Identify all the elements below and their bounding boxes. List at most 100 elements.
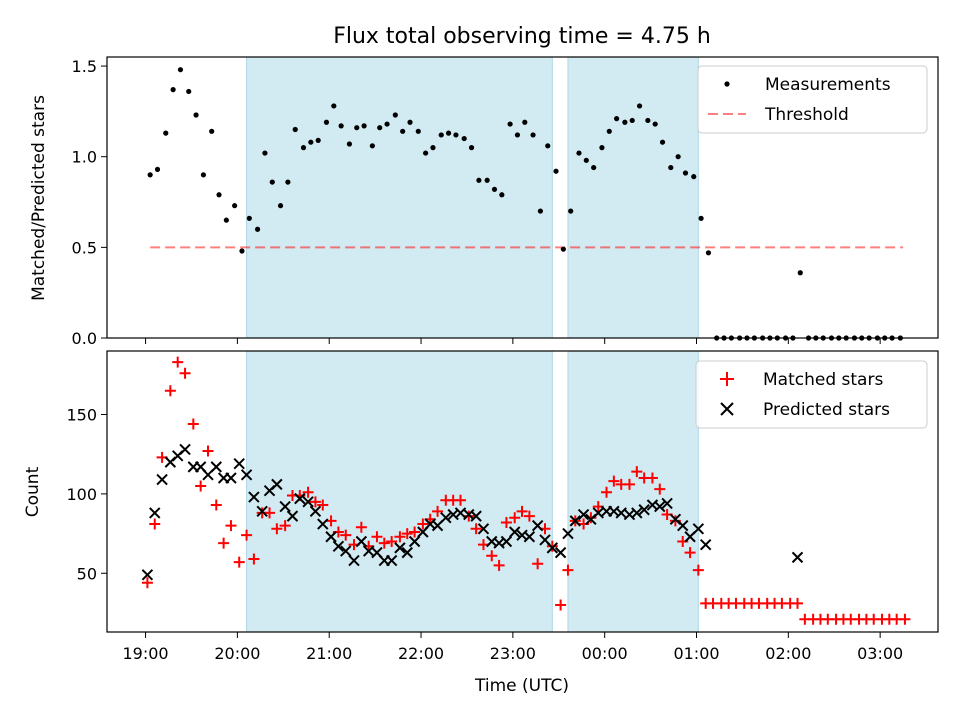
measurement-point <box>323 119 330 125</box>
predicted-star-point <box>156 473 168 486</box>
predicted-star-point <box>546 542 559 554</box>
shaded-interval-1 <box>567 350 699 633</box>
matched-star-point <box>631 466 643 478</box>
measurement-point <box>377 125 383 131</box>
measurement-point <box>209 128 215 134</box>
matched-star-point <box>546 540 558 552</box>
matched-star-point <box>264 507 276 519</box>
measurement-point <box>262 150 268 156</box>
bottom-y-tick-label: 150 <box>66 406 97 425</box>
matched-star-point <box>646 472 658 484</box>
predicted-stars-points <box>141 443 804 581</box>
matched-star-point <box>623 478 635 490</box>
measurement-point <box>438 132 444 138</box>
matched-star-point <box>654 483 666 495</box>
matched-star-point <box>202 445 214 457</box>
matched-star-point <box>463 510 475 522</box>
bottom-panel: 50 100 150 19:00 20:00 21:00 22:00 23:00 00:00 0… <box>23 350 939 696</box>
matched-star-point <box>371 531 383 543</box>
matched-star-point <box>187 418 199 430</box>
measurement-point <box>629 117 635 124</box>
measurement-point <box>698 215 704 221</box>
measurement-point <box>622 119 628 125</box>
measurement-point <box>659 139 666 145</box>
measurement-point <box>652 121 658 127</box>
predicted-star-point <box>408 535 421 548</box>
matched-star-point <box>225 520 237 532</box>
matched-star-point <box>386 536 398 548</box>
bottom-y-ticks: 50 100 150 <box>66 406 107 583</box>
predicted-star-point <box>279 500 291 513</box>
measurement-point <box>223 217 229 223</box>
matched-star-point <box>325 515 337 527</box>
matched-star-point <box>309 496 321 508</box>
measurement-point <box>331 103 337 109</box>
measurement-point <box>285 179 291 185</box>
predicted-star-point <box>631 507 643 519</box>
measurement-point <box>154 166 161 172</box>
measurement-point <box>163 130 169 136</box>
predicted-star-point <box>294 492 306 505</box>
measurement-point <box>705 250 712 256</box>
matched-star-point <box>179 367 191 379</box>
predicted-star-point <box>248 491 260 503</box>
matched-star-point <box>141 577 153 589</box>
predicted-star-point <box>286 510 299 522</box>
measurement-point <box>468 145 475 151</box>
matched-star-point <box>164 385 176 397</box>
matched-star-point <box>271 523 283 535</box>
measurement-point <box>423 150 429 156</box>
shaded-interval-0 <box>246 56 553 339</box>
measurement-point <box>461 135 467 142</box>
matched-star-point <box>899 613 911 625</box>
top-y-tick-label: 1.0 <box>72 148 97 167</box>
predicted-star-point <box>240 469 253 481</box>
matched-star-point <box>378 537 390 549</box>
predicted-star-point <box>569 515 582 527</box>
predicted-star-point <box>332 540 345 552</box>
measurement-point <box>445 130 452 136</box>
measurement-point <box>484 177 490 183</box>
matched-star-point <box>172 356 184 368</box>
matched-star-point <box>562 564 574 576</box>
predicted-star-point <box>470 510 482 522</box>
matched-star-point <box>248 553 260 565</box>
legend-measurements-label: Measurements <box>765 75 891 95</box>
matched-star-point <box>417 518 429 530</box>
bottom-legend-box <box>695 360 928 429</box>
matched-star-point <box>409 526 421 538</box>
matched-star-point <box>355 521 367 533</box>
measurement-point <box>216 192 222 198</box>
matched-star-point <box>218 537 230 549</box>
matched-star-point <box>555 599 567 611</box>
measurement-point <box>177 67 184 73</box>
bottom-axes-frame <box>106 350 939 633</box>
predicted-star-point <box>692 523 705 535</box>
chart-title: Flux total observing time = 4.75 h <box>333 24 711 49</box>
matched-star-point <box>195 480 207 492</box>
measurement-point <box>797 270 803 276</box>
measurement-point <box>537 208 544 214</box>
matched-star-point <box>149 518 161 530</box>
matched-star-point <box>210 499 222 511</box>
predicted-star-point <box>401 546 413 559</box>
measurement-point <box>400 128 406 134</box>
bottom-x-ticks: 19:00 20:00 21:00 22:00 23:00 00:00 01:00 02:00… <box>123 632 903 663</box>
predicted-star-point <box>554 546 567 559</box>
measurement-point <box>308 139 314 145</box>
predicted-star-point <box>233 458 245 470</box>
predicted-star-point <box>149 507 161 519</box>
x-tick-label: 02:00 <box>765 644 811 663</box>
matched-star-point <box>692 564 704 576</box>
measurement-point <box>560 246 566 252</box>
matched-star-point <box>317 499 329 511</box>
matched-star-point <box>279 520 291 532</box>
matched-star-point <box>792 597 804 609</box>
measurement-point <box>239 248 245 254</box>
matched-star-point <box>601 486 613 498</box>
measurement-point <box>193 112 199 118</box>
legend-predicted-marker <box>720 402 734 416</box>
predicted-star-point <box>500 535 513 548</box>
predicted-star-point <box>638 504 650 516</box>
predicted-star-point <box>302 496 314 508</box>
